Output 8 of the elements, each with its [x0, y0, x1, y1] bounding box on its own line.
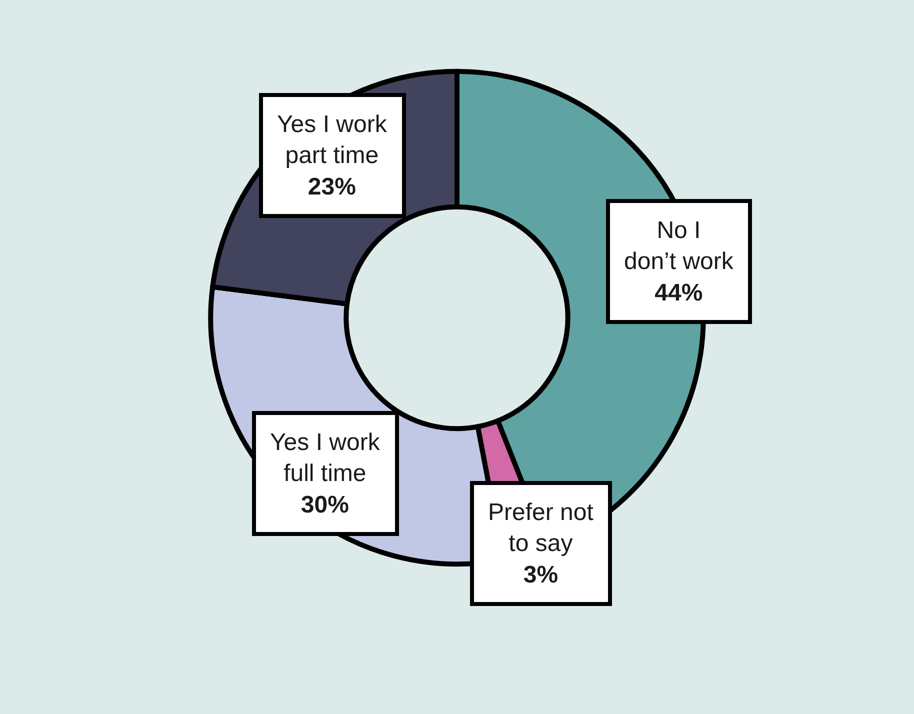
data-label: 30%	[300, 491, 349, 518]
data-label: 44%	[654, 279, 703, 306]
data-label: 3%	[523, 561, 558, 588]
slice-label: Prefer not to say	[488, 499, 594, 558]
slice-label: No I don’t work	[624, 217, 734, 276]
slice-label: Yes I work full time	[270, 429, 381, 488]
data-label: 23%	[308, 173, 356, 200]
slice-label: Yes I work part time	[277, 111, 388, 170]
